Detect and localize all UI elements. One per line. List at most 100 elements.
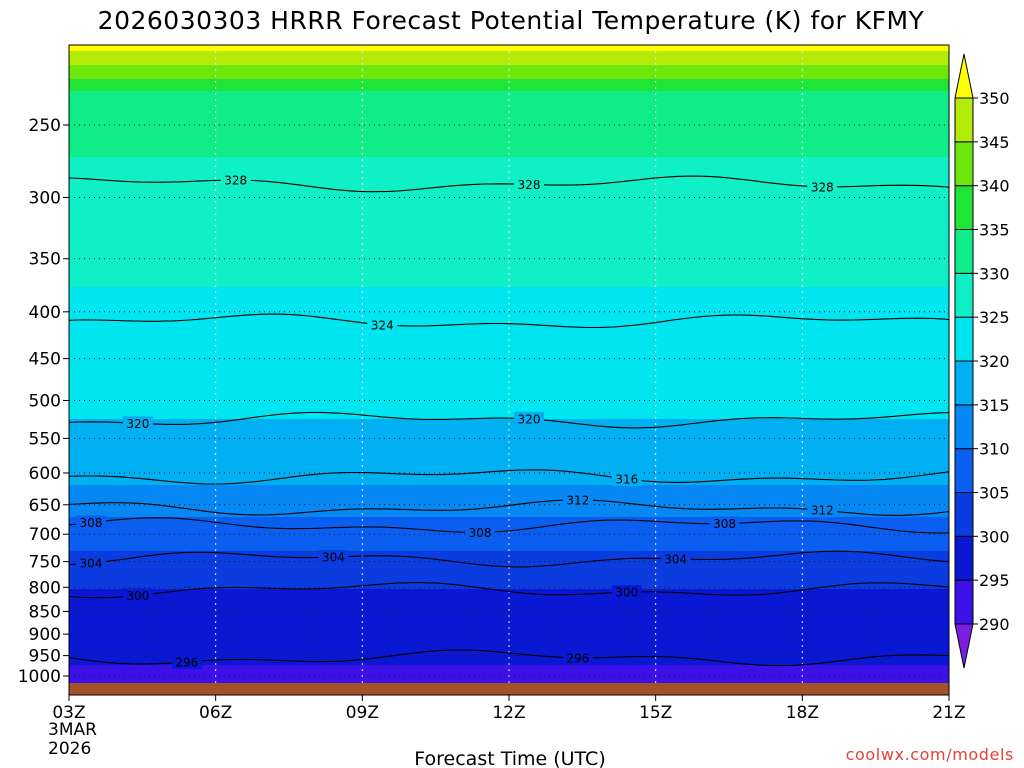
colorbar-box [954, 535, 974, 581]
contour-label-320: 320 [518, 412, 541, 426]
contour-label-bg [514, 177, 544, 192]
colorbar-top-tip [954, 53, 974, 99]
contour-label-296: 296 [175, 655, 198, 669]
contour-label-bg [171, 654, 202, 669]
y-tick-550: 550 [29, 429, 61, 449]
contour-labels: 296 296 300 300 304 304 304 308 308 308 312 312 316 3… [76, 173, 838, 669]
y-tick-600: 600 [29, 464, 61, 484]
y-tick-1000: 1000 [18, 667, 61, 687]
colorbar-label-305: 305 [979, 484, 1010, 503]
contour-328 [69, 175, 949, 193]
y-tick-250: 250 [29, 116, 61, 136]
colorbar-box [954, 316, 974, 362]
dotted-grid [69, 45, 949, 683]
contour-label-308: 308 [80, 516, 103, 530]
contour-label-bg [122, 588, 153, 603]
colorbar-label-300: 300 [979, 527, 1010, 546]
contour-label-308: 308 [469, 526, 492, 540]
contour-label-bg [76, 515, 106, 530]
colorbar: 290 295 300 305 310 315 320 325 330 335 340 345 350 [954, 53, 1010, 669]
colorbar-label-295: 295 [979, 571, 1010, 590]
x-tick-06Z: 06Z [199, 703, 232, 723]
x-tick-03Z: 03Z [52, 703, 85, 723]
y-tick-800: 800 [29, 578, 61, 598]
x-start-label-date: 3MAR [48, 720, 97, 740]
contour-label-bg [807, 179, 838, 194]
x-axis-ticks: 03Z 06Z 09Z 12Z 15Z 18Z 21Z [52, 695, 966, 723]
colorbar-box [954, 492, 974, 537]
colorbar-label-325: 325 [979, 308, 1010, 327]
contour-label-304: 304 [80, 557, 103, 571]
y-tick-850: 850 [29, 602, 61, 622]
y-tick-400: 400 [29, 303, 61, 323]
contour-label-312: 312 [811, 504, 834, 518]
isentrope-contours [69, 175, 949, 667]
colorbar-box [954, 448, 974, 493]
colorbar-label-320: 320 [979, 352, 1010, 371]
contour-label-bg [220, 173, 251, 188]
y-tick-450: 450 [29, 350, 61, 370]
colorbar-label-335: 335 [979, 221, 1010, 240]
contour-300 [69, 582, 949, 599]
contour-label-bg [807, 503, 838, 518]
contour-label-328: 328 [811, 180, 834, 194]
x-tick-21Z: 21Z [932, 703, 965, 723]
contour-label-300: 300 [615, 586, 638, 600]
colorbar-label-315: 315 [979, 396, 1010, 415]
colorbar-box [954, 229, 974, 274]
contour-label-324: 324 [371, 318, 394, 332]
contour-label-308: 308 [713, 517, 736, 531]
colorbar-label-340: 340 [979, 177, 1010, 196]
y-tick-650: 650 [29, 496, 61, 516]
contour-label-312: 312 [566, 493, 589, 507]
contour-label-bg [709, 516, 740, 531]
colorbar-box [954, 404, 974, 450]
contour-label-bg [122, 416, 153, 431]
x-axis-label: Forecast Time (UTC) [414, 748, 605, 768]
colorbar-label-310: 310 [979, 440, 1010, 459]
contour-324 [69, 313, 949, 329]
terrain-strip [69, 683, 949, 695]
contour-label-bg [514, 411, 544, 426]
colorbar-label-330: 330 [979, 264, 1010, 283]
y-tick-350: 350 [29, 250, 61, 270]
y-tick-500: 500 [29, 392, 61, 412]
contour-label-bg [660, 551, 691, 566]
contour-label-320: 320 [126, 417, 149, 431]
colorbar-box [954, 97, 974, 143]
chart-title: 2026030303 HRRR Forecast Potential Tempe… [98, 6, 925, 35]
contour-label-bg [318, 550, 349, 565]
y-tick-700: 700 [29, 525, 61, 545]
contour-label-300: 300 [126, 589, 149, 603]
x-tick-18Z: 18Z [786, 703, 819, 723]
contour-304 [69, 550, 949, 568]
contour-320 [69, 411, 949, 429]
colorbar-box [954, 579, 974, 625]
contour-312 [69, 499, 949, 516]
contour-label-bg [562, 492, 593, 507]
contour-label-bg [465, 525, 496, 540]
contour-label-328: 328 [518, 178, 541, 192]
colorbar-box [954, 360, 974, 406]
contour-label-bg [611, 472, 642, 487]
contour-296 [69, 649, 949, 667]
y-tick-950: 950 [29, 647, 61, 667]
colorbar-label-290: 290 [979, 615, 1010, 634]
contour-label-316: 316 [615, 473, 638, 487]
y-tick-900: 900 [29, 625, 61, 645]
contour-label-328: 328 [224, 174, 247, 188]
colorbar-box [954, 141, 974, 187]
colorbar-label-350: 350 [979, 89, 1010, 108]
colorbar-box [954, 185, 974, 231]
colorbar-bottom-tip [954, 623, 974, 669]
contour-label-296: 296 [566, 651, 589, 665]
contour-label-304: 304 [664, 552, 687, 566]
colorbar-box [954, 272, 974, 318]
contour-label-304: 304 [322, 551, 345, 565]
contour-316 [69, 469, 949, 485]
x-tick-15Z: 15Z [639, 703, 672, 723]
credit-text: coolwx.com/models [846, 745, 1014, 764]
contour-label-bg [611, 585, 642, 600]
contour-label-bg [562, 650, 593, 665]
